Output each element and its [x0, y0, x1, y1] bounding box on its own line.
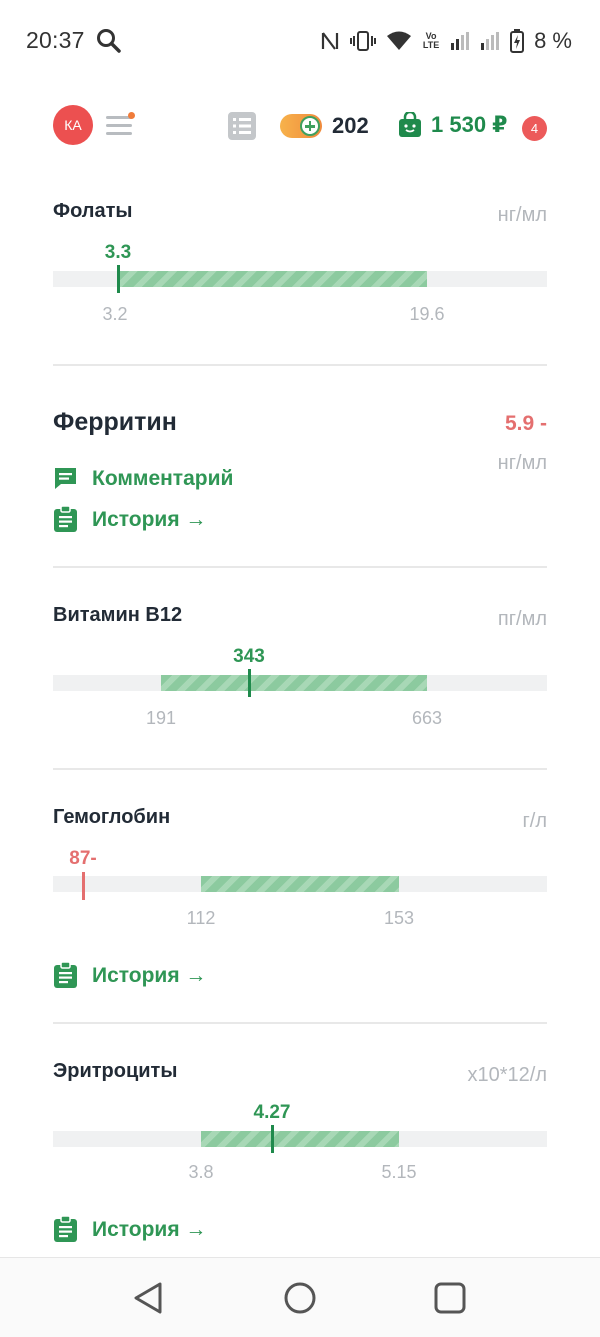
analyte-folate[interactable]: Фолаты нг/мл 3.3 3.2 19.6 [53, 196, 547, 336]
result-marker [82, 872, 85, 900]
analyte-ferritin[interactable]: Ферритин 5.9 - нг/мл Комментарий История… [53, 404, 547, 554]
range-high-label: 19.6 [409, 304, 445, 324]
history-link[interactable]: История → [53, 506, 206, 533]
result-marker [117, 265, 120, 293]
navigation-bar [0, 1257, 600, 1337]
history-link[interactable]: История → [53, 962, 206, 989]
analyte-title: Гемоглобин [53, 806, 171, 828]
divider [53, 566, 547, 568]
status-time: 20:37 [26, 27, 85, 53]
divider [53, 768, 547, 770]
analyte-title: Витамин В12 [53, 604, 183, 626]
analyte-unit: x10*12/л [467, 1064, 547, 1086]
coins-value: 202 [332, 113, 369, 138]
recents-icon[interactable] [432, 1280, 468, 1316]
coin-plus-icon [280, 114, 322, 138]
analyte-title: Фолаты [53, 200, 133, 222]
result-value: 3.3 [104, 242, 132, 263]
battery-charging-icon [510, 29, 525, 53]
history-link-label: История → [92, 1217, 207, 1241]
comment-link[interactable]: Комментарий [53, 466, 233, 491]
home-icon[interactable] [282, 1280, 318, 1316]
range-track [53, 1131, 547, 1147]
history-link[interactable]: История → [53, 1216, 206, 1243]
wallet-balance[interactable]: 1 530 ₽ [398, 112, 507, 138]
range-high-label: 663 [411, 708, 443, 728]
result-marker [248, 669, 251, 697]
analyte-erythrocytes[interactable]: Эритроциты x10*12/л 4.27 3.8 5.15 Истори… [53, 1056, 547, 1251]
vibrate-icon [350, 31, 377, 51]
range-low-label: 112 [186, 908, 216, 928]
signal-2-icon [481, 32, 500, 50]
analyte-unit: г/л [522, 810, 547, 832]
clipboard-icon [54, 506, 77, 532]
range-low-label: 3.2 [102, 304, 128, 324]
result-value: 4.27 [253, 1102, 291, 1123]
wallet-value: 1 530 ₽ [431, 112, 508, 137]
analyte-vitamin-b12[interactable]: Витамин В12 пг/мл 343 191 663 [53, 600, 547, 740]
comment-link-label: Комментарий [92, 466, 234, 490]
divider [53, 364, 547, 366]
list-icon[interactable] [228, 112, 256, 140]
battery-level: 8 % [534, 28, 572, 53]
clipboard-icon [54, 1216, 77, 1242]
analyte-unit: пг/мл [497, 608, 547, 630]
signal-1-icon [451, 32, 470, 50]
history-link-label: История → [92, 963, 207, 987]
nfc-icon [321, 32, 339, 50]
normal-range [201, 876, 399, 892]
analyte-hemoglobin[interactable]: Гемоглобин г/л 87- 112 153 История → [53, 802, 547, 1002]
analyte-unit: нг/мл [497, 204, 547, 226]
divider [53, 1022, 547, 1024]
range-track [53, 876, 547, 892]
range-high-label: 153 [383, 908, 415, 928]
app-header: КА 202 1 530 ₽ 4 [0, 100, 600, 154]
result-value: 87- [69, 848, 97, 869]
menu-icon[interactable] [106, 114, 136, 138]
notification-badge[interactable]: 4 [522, 116, 547, 141]
status-bar: 20:37 Vo LTE 8 % [0, 0, 600, 80]
history-link-label: История → [92, 507, 207, 531]
result-marker [271, 1125, 274, 1153]
shopping-bag-icon [399, 112, 421, 137]
wifi-icon [387, 31, 412, 50]
range-track [53, 675, 547, 691]
normal-range [118, 271, 427, 287]
normal-range [161, 675, 427, 691]
coins-balance[interactable]: 202 [280, 113, 369, 139]
back-icon[interactable] [130, 1280, 166, 1316]
range-track [53, 271, 547, 287]
menu-notification-dot [128, 112, 135, 119]
avatar[interactable]: КА [53, 105, 93, 145]
comment-icon [55, 468, 76, 489]
range-low-label: 191 [145, 708, 177, 728]
normal-range [201, 1131, 399, 1147]
result-value: 343 [233, 646, 265, 667]
analyte-title: Эритроциты [53, 1060, 178, 1082]
result-value: 5.9 - [504, 412, 547, 435]
analyte-unit: нг/мл [497, 452, 547, 474]
search-icon [97, 29, 121, 53]
range-low-label: 3.8 [188, 1162, 214, 1182]
analyte-title: Ферритин [53, 408, 177, 436]
volte-indicator: Vo LTE [422, 31, 440, 50]
range-high-label: 5.15 [381, 1162, 417, 1182]
clipboard-icon [54, 962, 77, 988]
